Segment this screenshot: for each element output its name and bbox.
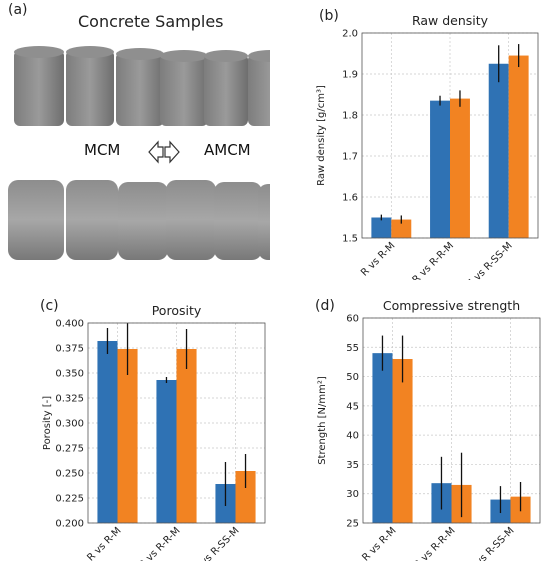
concrete-cylinder xyxy=(258,184,270,260)
y-tick-label: 0.400 xyxy=(55,319,84,330)
porosity-chart: 0.200 0.225 0.250 0.275 0.300 0.325 0.350 0.375… xyxy=(42,303,266,565)
concrete-cylinder xyxy=(214,182,262,260)
y-tick-label: 0.275 xyxy=(55,444,84,455)
y-tick-label: 0.200 xyxy=(55,519,84,530)
y-tick-label: 0.375 xyxy=(55,344,84,355)
x-tick-label: R vs R-M xyxy=(360,525,398,561)
concrete-cylinder xyxy=(66,50,114,126)
concrete-cylinder xyxy=(116,52,164,126)
y-tick-label: 35 xyxy=(346,460,359,471)
panel-letter-c: (c) xyxy=(40,298,59,314)
y-axis-label: Raw density [g/cm³] xyxy=(316,85,327,186)
bar xyxy=(235,471,256,523)
concrete-cylinder xyxy=(248,54,270,126)
chart-title: Compressive strength xyxy=(383,298,520,313)
bar xyxy=(176,349,197,523)
concrete-samples-image xyxy=(8,46,270,260)
compressive-strength-panel: (d) 25 30 35 40 45 50 55 60 R vs R-M R-R vs R-R-M… xyxy=(275,280,550,565)
y-tick-label: 55 xyxy=(346,343,359,354)
mcm-label: MCM xyxy=(84,141,121,159)
y-tick-label: 45 xyxy=(346,401,359,412)
x-tick-label: R-SS vs R-SS-M xyxy=(181,525,242,561)
y-tick-label: 1.6 xyxy=(342,193,358,204)
concrete-cylinder xyxy=(118,182,168,260)
bar xyxy=(488,63,509,238)
y-tick-label: 0.325 xyxy=(55,394,84,405)
concrete-cylinder xyxy=(8,180,64,260)
concrete-cylinder xyxy=(66,180,118,260)
bar xyxy=(430,100,450,239)
y-tick-label: 40 xyxy=(346,431,359,442)
raw-density-chart: 1.5 1.6 1.7 1.8 1.9 2.0 R vs R-M R-R vs R-R-MR-… xyxy=(316,13,539,301)
plot-frame xyxy=(361,32,539,239)
concrete-cylinder xyxy=(14,50,64,126)
y-tick-label: 60 xyxy=(346,314,359,325)
y-tick-label: 1.5 xyxy=(342,234,358,245)
y-tick-label: 0.250 xyxy=(55,469,84,480)
raw-density-panel: (b) 1.5 1.6 1.7 1.8 1.9 2.0 R vs R-M R-R vs R-R… xyxy=(275,0,550,301)
amcm-label: AMCM xyxy=(204,141,251,159)
bar xyxy=(97,341,118,523)
cylinder-top-face xyxy=(248,50,270,62)
concrete-cylinder xyxy=(160,54,208,126)
cylinder-top-face xyxy=(160,50,208,62)
x-tick-label: R vs R-M xyxy=(85,525,123,561)
y-tick-label: 30 xyxy=(346,489,359,500)
compressive-strength-chart: 25 30 35 40 45 50 55 60 R vs R-M R-R vs R-R-MR-SS… xyxy=(317,298,541,565)
panel-letter-d: (d) xyxy=(315,298,335,314)
bar xyxy=(508,55,529,238)
x-tick-label: R-R vs R-R-M xyxy=(405,525,458,561)
panel-letter-b: (b) xyxy=(319,8,339,24)
amcm-sample-row xyxy=(8,180,270,260)
chart-title: Porosity xyxy=(152,303,202,318)
photo-title: Concrete Samples xyxy=(78,12,224,31)
y-tick-label: 25 xyxy=(346,519,359,530)
bar xyxy=(371,217,392,238)
mcm-sample-row xyxy=(14,46,270,126)
y-axis-label: Porosity [-] xyxy=(42,396,53,450)
double-arrow-icon xyxy=(148,140,180,164)
concrete-samples-photo-panel: (a) Concrete Samples xyxy=(0,0,270,280)
concrete-cylinder xyxy=(204,54,248,126)
y-tick-label: 0.300 xyxy=(55,419,84,430)
bar xyxy=(372,353,393,523)
y-tick-label: 1.8 xyxy=(342,111,358,122)
y-tick-label: 2.0 xyxy=(342,29,358,40)
bar xyxy=(391,219,412,238)
y-tick-label: 0.225 xyxy=(55,494,84,505)
porosity-panel: (c) 0.200 0.225 0.250 0.275 0.300 0.325 0.350 0… xyxy=(0,280,275,565)
y-tick-label: 1.7 xyxy=(342,152,358,163)
chart-title: Raw density xyxy=(412,13,489,28)
y-tick-label: 0.350 xyxy=(55,369,84,380)
concrete-cylinder xyxy=(166,180,216,260)
x-tick-label: R-SS vs R-SS-M xyxy=(456,525,517,561)
x-tick-label: R-SS vs R-SS-M xyxy=(454,240,515,280)
panel-letter-a: (a) xyxy=(8,2,28,18)
bar xyxy=(156,380,177,523)
plot-frame xyxy=(87,322,266,524)
y-tick-label: 1.9 xyxy=(342,70,358,81)
y-axis-label: Strength [N/mm²] xyxy=(317,376,328,465)
x-tick-label: R-R vs R-R-M xyxy=(403,240,456,280)
bar xyxy=(450,98,470,238)
bar xyxy=(392,359,413,523)
bar xyxy=(117,349,138,523)
cylinder-top-face xyxy=(204,50,248,62)
x-tick-label: R-R vs R-R-M xyxy=(130,525,183,561)
y-tick-label: 50 xyxy=(346,372,359,383)
cylinder-top-face xyxy=(116,48,164,60)
cylinder-top-face xyxy=(14,46,64,58)
x-tick-label: R vs R-M xyxy=(359,240,397,278)
cylinder-top-face xyxy=(66,46,114,58)
plot-frame xyxy=(362,317,541,524)
